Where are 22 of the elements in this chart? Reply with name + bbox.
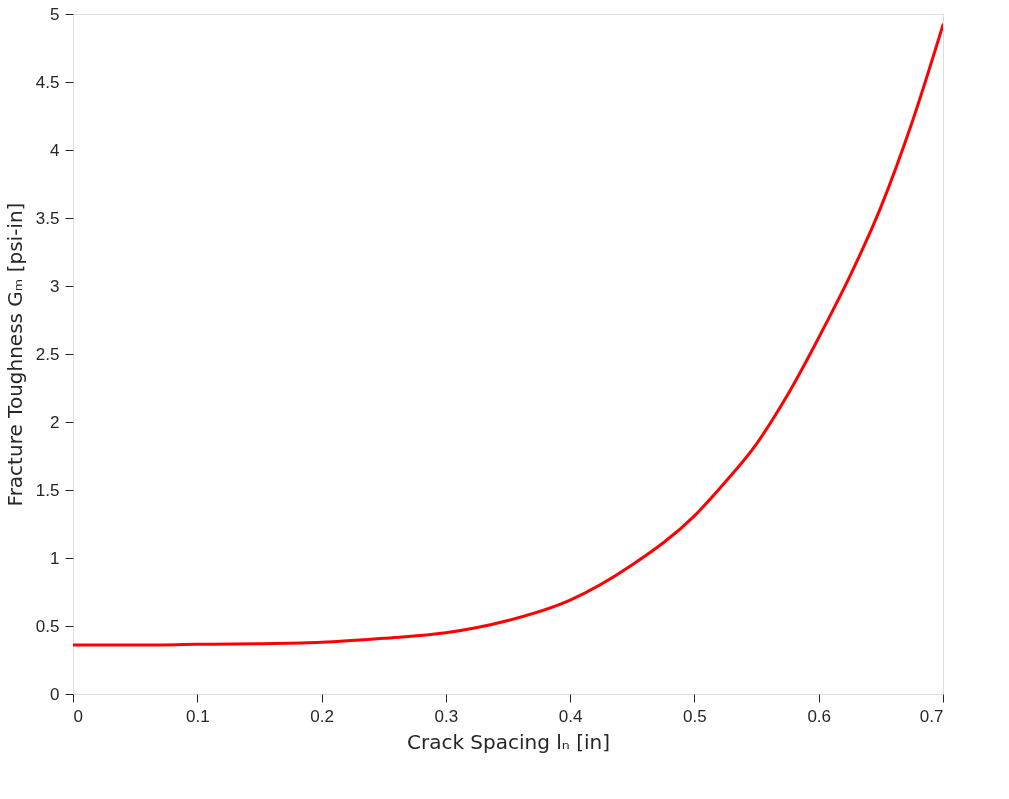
y-tick-label: 5	[50, 4, 60, 24]
y-tick-label: 3	[50, 276, 60, 296]
y-tick-label: 2	[50, 412, 60, 432]
x-tick-label: 0.3	[434, 706, 459, 726]
x-tick-label: 0.1	[185, 706, 210, 726]
x-tick-label: 0	[73, 706, 83, 726]
y-axis-title: Fracture Toughness Gₘ [psi-in]	[2, 202, 27, 507]
y-tick-label: 2.5	[35, 344, 60, 364]
y-tick-label: 0.5	[35, 616, 60, 636]
x-tick-label: 0.5	[683, 706, 707, 726]
x-tick-label: 0.6	[807, 706, 832, 726]
x-tick-label: 0.4	[558, 706, 583, 726]
y-tick-label: 3.5	[35, 208, 60, 228]
y-tick-label: 4.5	[35, 72, 60, 92]
x-tick-label: 0.7	[919, 706, 944, 726]
y-tick-label: 4	[50, 140, 60, 160]
y-tick-label: 1.5	[35, 480, 60, 500]
y-tick-label: 0	[50, 684, 60, 704]
line-series	[73, 23, 943, 647]
x-tick-label: 0.2	[310, 706, 334, 726]
x-axis-title: Crack Spacing lₙ [in]	[406, 729, 611, 754]
y-tick-label: 1	[50, 548, 60, 568]
